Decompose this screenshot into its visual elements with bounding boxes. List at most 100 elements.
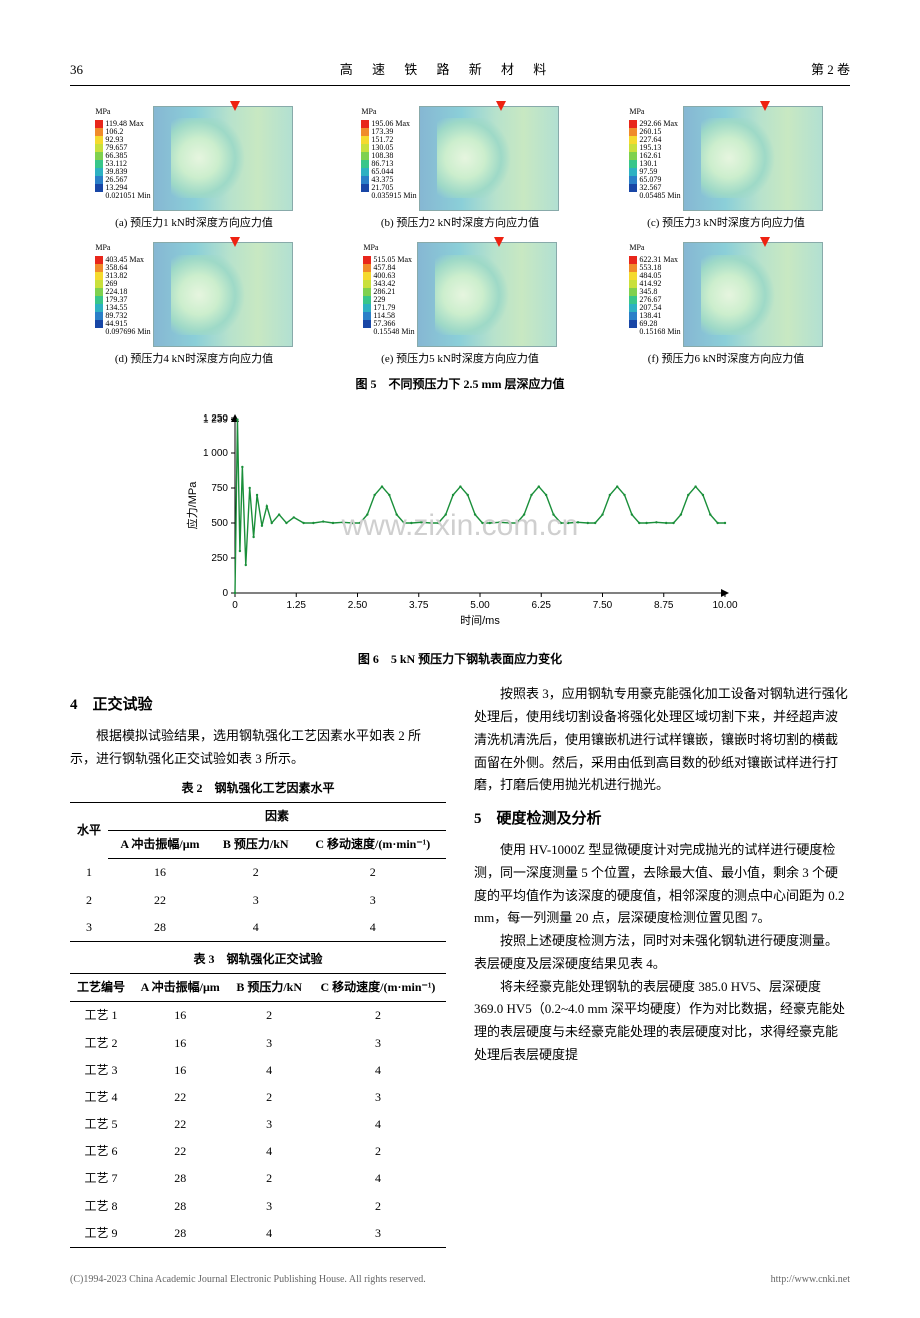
legend-row: 0.05485 Min — [629, 192, 680, 200]
sim-caption: (f) 预压力6 kN时深度方向应力值 — [648, 351, 804, 369]
legend-unit: MPa — [361, 106, 376, 119]
sim-panel: MPa403.45 Max358.64313.82269224.18179.37… — [70, 242, 318, 369]
right-para-2: 使用 HV-1000Z 型显微硬度计对完成抛光的试样进行硬度检测，同一深度测量 … — [474, 839, 850, 930]
legend-swatch — [95, 304, 103, 312]
table-cell: 4 — [310, 1165, 446, 1192]
legend-swatch — [629, 184, 637, 192]
table-cell: 3 — [310, 1030, 446, 1057]
legend-swatch — [95, 296, 103, 304]
legend-swatch — [361, 152, 369, 160]
legend-row: 0.035915 Min — [361, 192, 416, 200]
table-cell: 工艺 9 — [70, 1220, 132, 1248]
table-cell: 2 — [310, 1138, 446, 1165]
svg-text:1 000: 1 000 — [203, 448, 228, 459]
table-row: 工艺 31644 — [70, 1057, 446, 1084]
legend-swatch — [363, 272, 371, 280]
svg-text:2.50: 2.50 — [348, 600, 368, 611]
legend-swatch — [629, 296, 637, 304]
legend-row: 0.15548 Min — [363, 328, 414, 336]
table-row: 11622 — [70, 859, 446, 887]
arrow-icon — [760, 101, 770, 111]
arrow-icon — [230, 101, 240, 111]
legend-unit: MPa — [95, 106, 110, 119]
legend-swatch — [95, 144, 103, 152]
legend-swatch — [361, 184, 369, 192]
legend-swatch — [361, 144, 369, 152]
legend-swatch — [629, 312, 637, 320]
table-head: 水平 — [70, 803, 108, 859]
table-cell: 22 — [132, 1138, 228, 1165]
table-row: 工艺 62242 — [70, 1138, 446, 1165]
table-cell: 4 — [310, 1111, 446, 1138]
legend-row: 0.021051 Min — [95, 192, 150, 200]
sim-contour-image — [153, 106, 293, 211]
table-2-title: 表 2 钢轨强化工艺因素水平 — [70, 779, 446, 798]
svg-text:750: 750 — [211, 483, 228, 494]
section-4-heading: 4 正交试验 — [70, 693, 446, 717]
legend-swatch — [95, 136, 103, 144]
sim-contour-image — [683, 242, 823, 347]
legend-swatch — [361, 160, 369, 168]
sim-panel: MPa622.31 Max553.18484.05414.92345.8276.… — [602, 242, 850, 369]
right-column: 按照表 3，应用钢轨专用豪克能强化加工设备对钢轨进行强化处理后，使用线切割设备将… — [474, 683, 850, 1248]
legend-swatch — [363, 296, 371, 304]
table-cell: 16 — [132, 1030, 228, 1057]
legend-swatch — [629, 152, 637, 160]
table-cell: 2 — [228, 1165, 310, 1192]
legend-swatch — [629, 120, 637, 128]
legend-swatch — [95, 184, 103, 192]
table-cell: 4 — [228, 1057, 310, 1084]
legend-swatch — [361, 176, 369, 184]
legend-swatch — [95, 272, 103, 280]
footer: (C)1994-2023 China Academic Journal Elec… — [70, 1272, 850, 1288]
sim-caption: (d) 预压力4 kN时深度方向应力值 — [115, 351, 273, 369]
legend-swatch — [629, 144, 637, 152]
table-cell: 16 — [132, 1057, 228, 1084]
legend-value: 0.15168 Min — [639, 328, 680, 336]
legend-swatch — [629, 168, 637, 176]
legend-swatch — [95, 320, 103, 328]
legend-swatch — [95, 120, 103, 128]
table-cell: 4 — [212, 914, 300, 942]
table-3-title: 表 3 钢轨强化正交试验 — [70, 950, 446, 969]
svg-text:3.75: 3.75 — [409, 600, 429, 611]
volume-label: 第 2 卷 — [811, 60, 850, 81]
table-cell: 16 — [108, 859, 212, 887]
sim-caption: (e) 预压力5 kN时深度方向应力值 — [381, 351, 539, 369]
table-cell: 工艺 2 — [70, 1030, 132, 1057]
legend-swatch — [363, 264, 371, 272]
legend-swatch — [95, 176, 103, 184]
two-column-body: 4 正交试验 根据模拟试验结果，选用钢轨强化工艺因素水平如表 2 所示，进行钢轨… — [70, 683, 850, 1248]
table-cell: 28 — [132, 1193, 228, 1220]
table-cell: 工艺 7 — [70, 1165, 132, 1192]
table-cell: 3 — [228, 1111, 310, 1138]
table-head: C 移动速度/(m·min⁻¹) — [300, 831, 446, 859]
table-2: 水平因素A 冲击振幅/μmB 预压力/kNC 移动速度/(m·min⁻¹)116… — [70, 802, 446, 942]
arrow-icon — [230, 237, 240, 247]
legend-swatch — [363, 320, 371, 328]
table-row: 工艺 92843 — [70, 1220, 446, 1248]
legend-value: 0.097696 Min — [105, 328, 150, 336]
table-cell: 工艺 4 — [70, 1084, 132, 1111]
legend-swatch — [95, 264, 103, 272]
right-para-1: 按照表 3，应用钢轨专用豪克能强化加工设备对钢轨进行强化处理后，使用线切割设备将… — [474, 683, 850, 797]
table-cell: 4 — [310, 1057, 446, 1084]
legend-swatch — [629, 304, 637, 312]
figure-5-title: 图 5 不同预压力下 2.5 mm 层深应力值 — [70, 375, 850, 394]
table-cell: 4 — [228, 1220, 310, 1248]
left-column: 4 正交试验 根据模拟试验结果，选用钢轨强化工艺因素水平如表 2 所示，进行钢轨… — [70, 683, 446, 1248]
figure-6-chart: 02505007501 0001 2391 25001.252.503.755.… — [70, 408, 850, 628]
sim-contour-image — [417, 242, 557, 347]
right-para-4: 将未经豪克能处理钢轨的表层硬度 385.0 HV5、层深硬度 369.0 HV5… — [474, 976, 850, 1067]
legend-value: 0.15548 Min — [373, 328, 414, 336]
table-cell: 2 — [310, 1002, 446, 1030]
legend-swatch — [95, 256, 103, 264]
table-cell: 22 — [108, 887, 212, 914]
table-head: C 移动速度/(m·min⁻¹) — [310, 974, 446, 1002]
table-cell: 3 — [310, 1220, 446, 1248]
legend-swatch — [629, 320, 637, 328]
legend-row: 0.15168 Min — [629, 328, 680, 336]
arrow-icon — [494, 237, 504, 247]
section-4-paragraph: 根据模拟试验结果，选用钢轨强化工艺因素水平如表 2 所示，进行钢轨强化正交试验如… — [70, 725, 446, 771]
table-head: A 冲击振幅/μm — [108, 831, 212, 859]
